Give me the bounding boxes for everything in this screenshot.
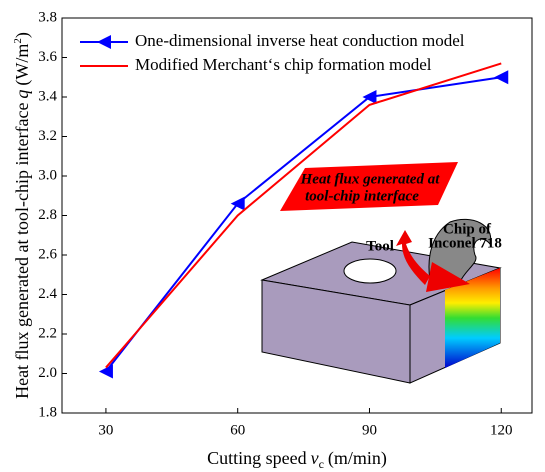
annotation: Chip of [443,221,492,237]
marker [362,90,377,104]
annotation: tool-chip interface [305,188,419,204]
marker [98,364,113,379]
illustration [260,162,502,384]
y-axis-label: Heat flux generated at tool-chip interfa… [12,32,34,399]
y-tick-label: 2.0 [38,365,57,381]
y-tick-label: 3.8 [38,9,57,25]
legend-label: Modified Merchant‘s chip formation model [135,55,432,74]
legend-label: One-dimensional inverse heat conduction … [135,31,465,50]
legend-marker [97,35,111,49]
annotation: Heat flux generated at [300,171,441,187]
label-part: (m/min) [328,448,387,469]
label-part: q [12,90,32,99]
y-tick-label: 1.8 [38,404,57,420]
x-tick-label: 120 [490,422,513,438]
x-tick-label: 30 [98,422,113,438]
y-tick-label: 2.6 [38,246,57,262]
label-part: v [311,448,319,468]
marker [230,196,245,211]
label-part: (W/m [12,44,33,86]
y-tick-label: 3.4 [38,88,57,104]
y-tick-label: 3.6 [38,49,57,65]
y-tick-label: 3.0 [38,167,57,183]
x-tick-label: 60 [230,422,245,438]
label-part: Cutting speed [207,448,307,468]
label-part: c [319,457,324,471]
y-tick-label: 2.4 [38,286,57,302]
x-axis-label: Cutting speed vc (m/min) [207,448,387,471]
annotation: Tool [366,238,394,254]
series-line [105,76,502,373]
y-tick-label: 2.2 [38,325,57,341]
marker [494,70,509,85]
x-tick-label: 90 [362,422,377,438]
annotation: Inconel 718 [428,235,502,251]
label-part: Heat flux generated at tool-chip interfa… [12,103,32,399]
y-tick-label: 2.8 [38,207,57,223]
label-part: ) [12,32,33,38]
label-part: 2 [12,38,24,44]
series-line [105,62,502,369]
y-tick-label: 3.2 [38,128,57,144]
